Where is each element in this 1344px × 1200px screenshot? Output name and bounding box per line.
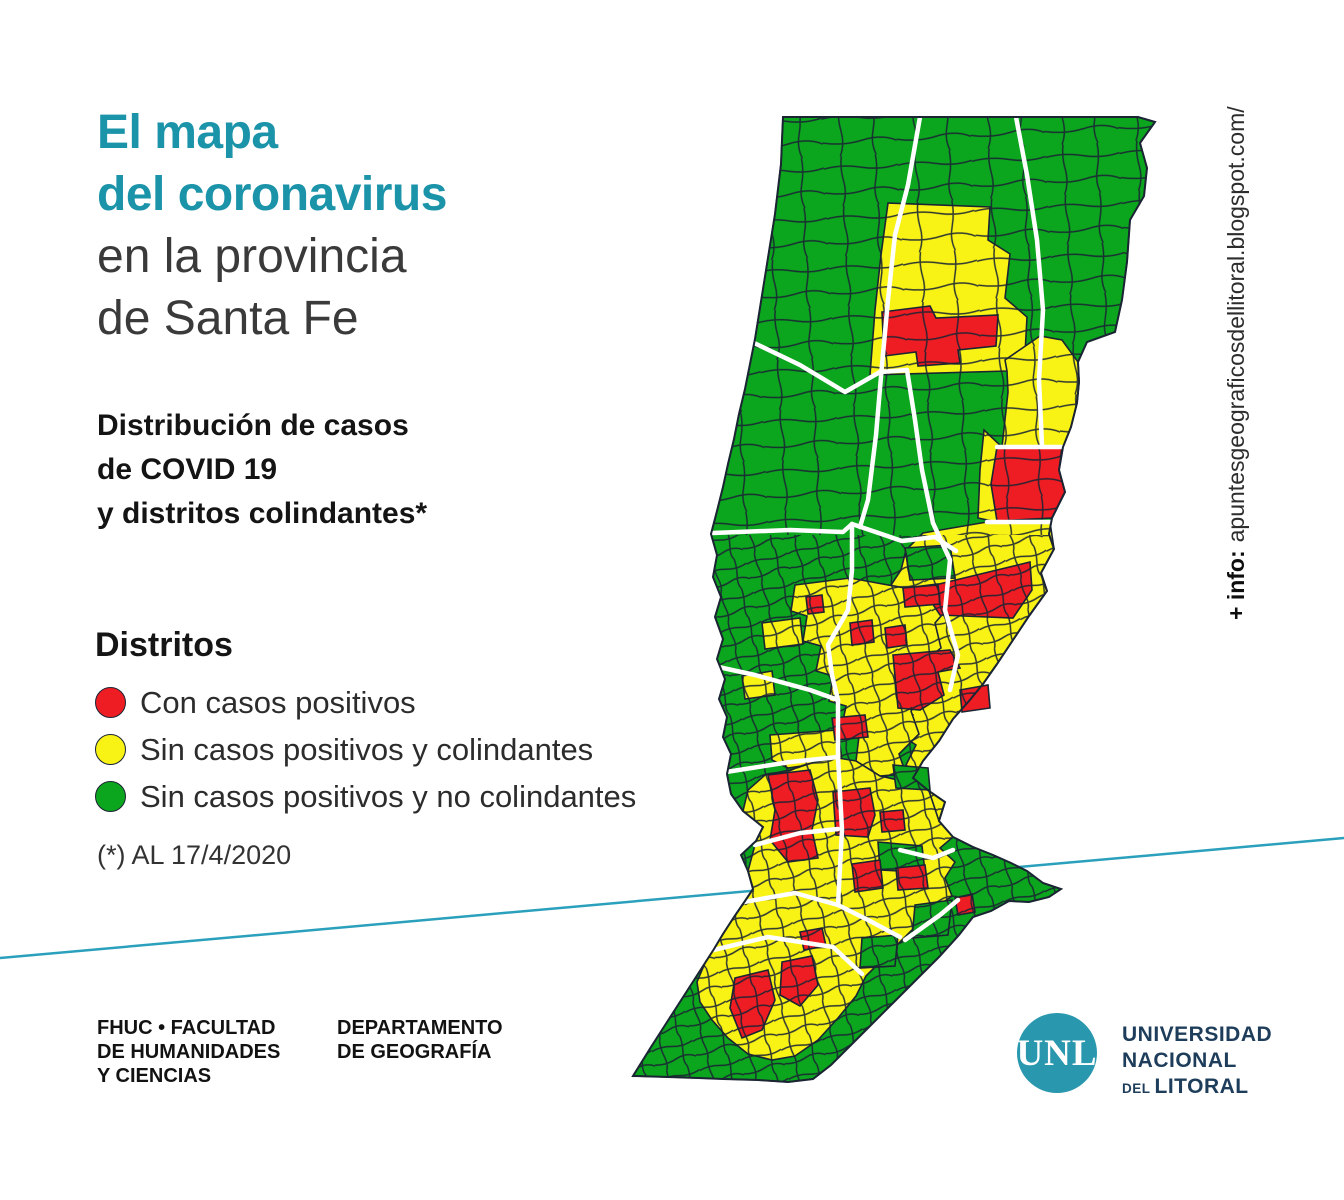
district-grid-south [633,535,1155,1082]
santa-fe-map [631,114,1157,1084]
legend-label: Con casos positivos [140,684,416,720]
unl-logo-acronym: UNL [1016,1032,1098,1074]
unl-name-line-3: DEL LITORAL [1122,1074,1272,1102]
info-link[interactable]: apuntesgeograficosdellitoral.blogspot.co… [1223,106,1249,543]
accent-diagonal-line [0,836,1344,960]
unl-logo-text: UNIVERSIDAD NACIONAL DEL LITORAL [1122,1022,1272,1102]
subtitle-line-1: Distribución de casos [97,409,409,442]
legend-label: Sin casos positivos y colindantes [140,731,594,767]
legend-swatch-red-icon [95,687,126,718]
footer-dept-line-2: DE GEOGRAFÍA [337,1041,492,1063]
legend-title: Distritos [95,626,233,664]
footer-fhuc-line-2: DE HUMANIDADES [97,1041,281,1063]
footer-fhuc-line-3: Y CIENCIAS [97,1065,212,1087]
province-outline [631,116,1157,1084]
legend-item-positive: Con casos positivos [95,679,636,726]
footer-fhuc-line-1: FHUC • FACULTAD [97,1017,276,1039]
title-line-4: de Santa Fe [97,292,359,345]
unl-logo-icon: UNL [1016,1013,1098,1093]
legend-item-adjacent: Sin casos positivos y colindantes [95,726,636,773]
subtitle-line-3: y distritos colindantes* [97,497,428,530]
title-line-1: El mapa [97,106,278,159]
district-grid [633,117,1155,1082]
footer-department: DEPARTAMENTO DE GEOGRAFÍA [337,1016,503,1064]
date-footnote: (*) AL 17/4/2020 [97,840,292,870]
footer-dept-line-1: DEPARTAMENTO [337,1017,503,1039]
title-line-2: del coronavirus [97,168,447,221]
info-prefix: + info: [1223,550,1249,620]
legend-swatch-yellow-icon [95,734,126,765]
page-title: El mapa del coronavirus en la provincia … [97,102,447,350]
legend-label: Sin casos positivos y no colindantes [140,778,637,814]
unl-name-litoral: LITORAL [1154,1075,1249,1098]
unl-name-del: DEL [1122,1081,1151,1096]
unl-name-line-1: UNIVERSIDAD [1122,1023,1273,1046]
department-borders [697,114,1065,977]
info-url: + info: apuntesgeograficosdellitoral.blog… [1223,106,1263,620]
legend-item-not-adjacent: Sin casos positivos y no colindantes [95,773,636,820]
title-line-3: en la provincia [97,230,407,283]
legend: Distritos Con casos positivos Sin casos … [95,626,636,820]
unl-name-line-2: NACIONAL [1122,1049,1237,1072]
legend-swatch-green-icon [95,781,126,812]
subtitle-line-2: de COVID 19 [97,453,278,486]
district-grid-north [633,117,1155,535]
subtitle: Distribución de casos de COVID 19 y dist… [97,404,427,536]
footer-fhuc: FHUC • FACULTAD DE HUMANIDADES Y CIENCIA… [97,1016,280,1088]
